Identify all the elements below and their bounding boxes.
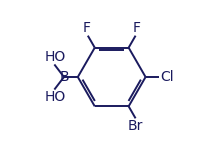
Text: Cl: Cl bbox=[160, 70, 174, 84]
Text: HO: HO bbox=[44, 90, 66, 103]
Text: HO: HO bbox=[44, 51, 66, 65]
Text: Br: Br bbox=[128, 119, 143, 133]
Text: F: F bbox=[83, 21, 91, 35]
Text: F: F bbox=[132, 21, 140, 35]
Text: B: B bbox=[59, 70, 69, 84]
